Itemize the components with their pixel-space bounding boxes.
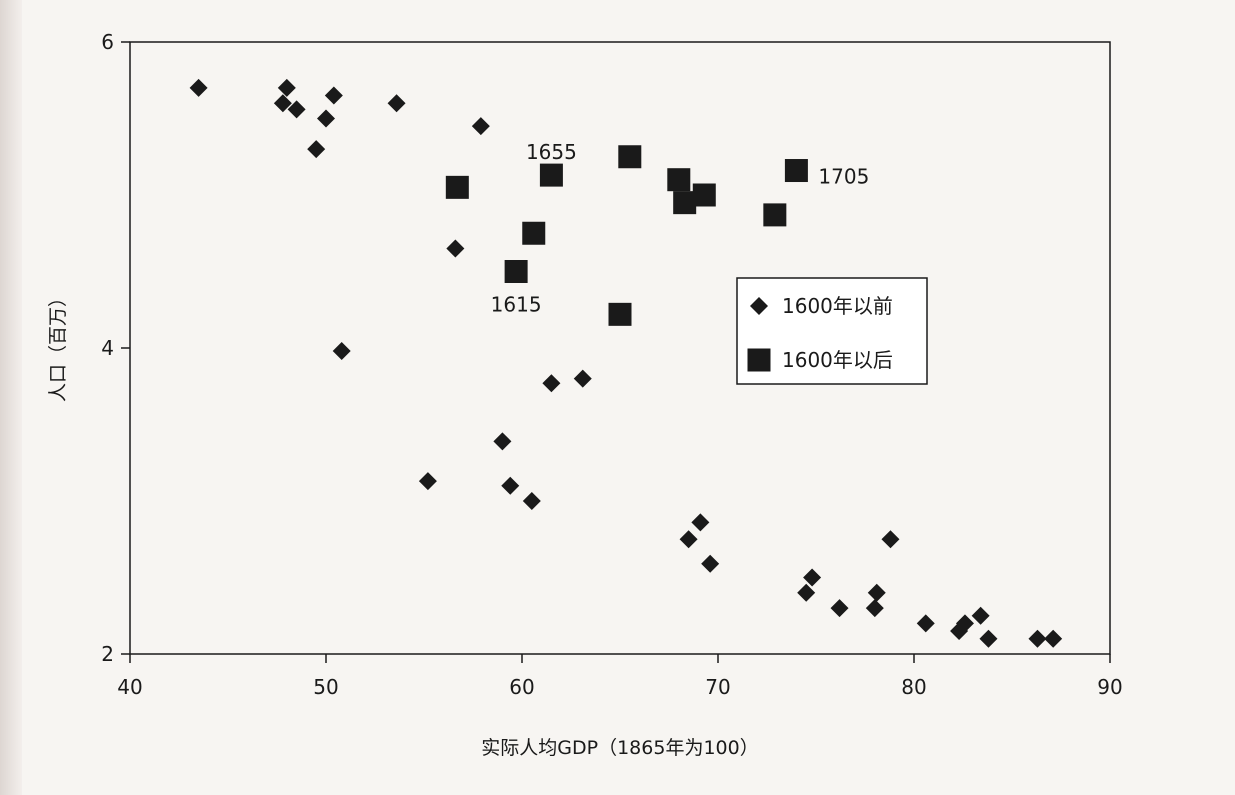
square-point (692, 183, 716, 207)
square-point (667, 168, 691, 192)
legend-label: 1600年以前 (782, 294, 893, 318)
diamond-point (471, 117, 490, 136)
x-tick-label: 80 (901, 675, 926, 699)
square-point (539, 163, 563, 187)
diamond-point (387, 94, 406, 113)
axis-ticks: 40 50 60 70 80 90 2 4 6 (101, 30, 1122, 699)
diamond-point (691, 513, 710, 532)
x-axis-title: 实际人均GDP（1865年为100） (481, 737, 758, 759)
diamond-point (916, 614, 935, 633)
x-tick-label: 90 (1097, 675, 1122, 699)
square-point (784, 159, 808, 183)
square-point (522, 221, 546, 245)
point-annotations: 1655 1705 1615 (491, 140, 870, 316)
x-tick-label: 70 (705, 675, 730, 699)
x-tick-label: 50 (313, 675, 338, 699)
annotation-1615: 1615 (491, 293, 542, 317)
square-point (673, 191, 697, 215)
diamond-point (307, 140, 326, 159)
square-point (445, 175, 469, 199)
diamond-point (493, 432, 512, 451)
y-axis-title: 人口（百万） (47, 288, 69, 402)
diamond-point (867, 583, 886, 602)
legend-square-icon (747, 348, 771, 372)
square-point (763, 203, 787, 227)
square-point (504, 260, 528, 283)
diamond-point (332, 342, 351, 361)
diamond-point (573, 369, 592, 388)
legend-label: 1600年以后 (782, 348, 893, 372)
annotation-1655: 1655 (526, 140, 577, 164)
diamond-point (971, 606, 990, 625)
square-point (618, 145, 642, 169)
diamond-point (955, 614, 974, 633)
diamond-point (865, 599, 884, 618)
x-tick-label: 40 (117, 675, 142, 699)
diamond-point (797, 583, 816, 602)
diamond-point (277, 78, 296, 97)
diamond-point (830, 599, 849, 618)
diamond-point (701, 554, 720, 573)
diamond-point (418, 472, 437, 491)
y-tick-label: 2 (101, 642, 114, 666)
diamond-point (679, 530, 698, 549)
data-points (189, 78, 1063, 648)
diamond-point (1044, 629, 1063, 648)
annotation-1705: 1705 (818, 165, 869, 189)
diamond-point (324, 86, 343, 105)
diamond-point (501, 476, 520, 495)
diamond-point (881, 530, 900, 549)
diamond-point (287, 100, 306, 119)
page-edge-shadow (0, 0, 22, 795)
diamond-point (446, 239, 465, 258)
plot-frame (129, 41, 1111, 655)
y-tick-label: 6 (101, 30, 114, 54)
diamond-point (189, 78, 208, 97)
diamond-point (273, 94, 292, 113)
diamond-point (979, 629, 998, 648)
diamond-point (1028, 629, 1047, 648)
x-tick-label: 60 (509, 675, 534, 699)
diamond-point (317, 109, 335, 128)
diamond-point (803, 568, 822, 587)
diamond-point (542, 374, 561, 393)
legend-diamond-icon (750, 297, 768, 315)
legend: 1600年以前 1600年以后 (736, 277, 928, 385)
y-tick-label: 4 (101, 336, 114, 360)
square-point (608, 302, 632, 326)
diamond-point (522, 492, 541, 510)
